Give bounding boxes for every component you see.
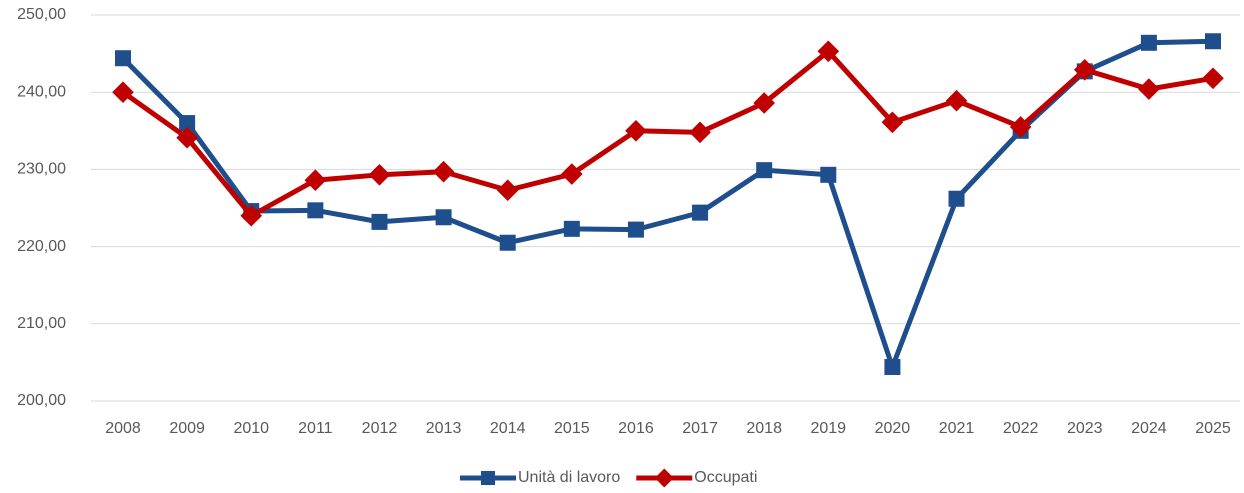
y-tick-label: 200,00 (17, 392, 66, 409)
marker (179, 115, 196, 132)
x-tick-label: 2013 (426, 420, 462, 437)
x-tick-label: 2008 (105, 420, 141, 437)
marker (115, 50, 131, 67)
marker (307, 202, 324, 219)
marker (884, 359, 901, 376)
marker (625, 120, 647, 142)
marker (692, 204, 709, 221)
x-tick-label: 2024 (1131, 420, 1167, 437)
marker (1138, 78, 1160, 100)
marker (627, 221, 644, 238)
marker (948, 190, 965, 207)
marker (563, 220, 580, 237)
x-tick-label: 2021 (939, 420, 975, 437)
x-tick-label: 2018 (746, 420, 782, 437)
marker (756, 162, 773, 179)
marker (689, 121, 711, 144)
x-tick-label: 2017 (682, 420, 718, 437)
x-tick-label: 2014 (490, 420, 526, 437)
series-line (121, 48, 1214, 219)
marker (817, 40, 840, 63)
y-tick-label: 210,00 (17, 315, 66, 332)
marker (1202, 67, 1224, 90)
marker (496, 179, 519, 202)
marker (432, 160, 455, 183)
x-tick-label: 2020 (875, 420, 911, 437)
marker (820, 166, 837, 183)
x-tick-label: 2025 (1195, 420, 1231, 437)
marker (176, 126, 198, 149)
x-tick-label: 2019 (810, 420, 846, 437)
y-tick-label: 250,00 (17, 6, 66, 23)
marker (1073, 59, 1096, 81)
series-line (121, 38, 1214, 370)
x-tick-label: 2011 (298, 420, 333, 437)
x-tick-label: 2012 (362, 420, 398, 437)
marker (561, 163, 583, 185)
legend-label: Unità di lavoro (518, 469, 620, 486)
legend-label: Occupati (694, 469, 757, 486)
marker (1205, 33, 1221, 50)
x-tick-label: 2016 (618, 420, 654, 437)
marker (481, 471, 495, 485)
y-tick-label: 220,00 (17, 238, 66, 255)
y-tick-label: 240,00 (17, 83, 66, 100)
x-tick-label: 2009 (169, 420, 205, 437)
marker (945, 89, 968, 112)
marker (1140, 34, 1157, 51)
y-tick-label: 230,00 (17, 161, 66, 178)
marker (654, 468, 674, 488)
marker (753, 92, 775, 114)
x-tick-label: 2010 (233, 420, 269, 437)
marker (304, 169, 327, 192)
marker (112, 81, 134, 103)
marker (499, 234, 516, 251)
marker (435, 209, 452, 226)
marker (240, 204, 263, 227)
marker (371, 213, 388, 230)
x-tick-label: 2022 (1003, 420, 1039, 437)
marker (881, 111, 904, 134)
marker (368, 164, 391, 186)
x-tick-label: 2015 (554, 420, 590, 437)
marker (1009, 116, 1032, 138)
x-tick-label: 2023 (1067, 420, 1103, 437)
